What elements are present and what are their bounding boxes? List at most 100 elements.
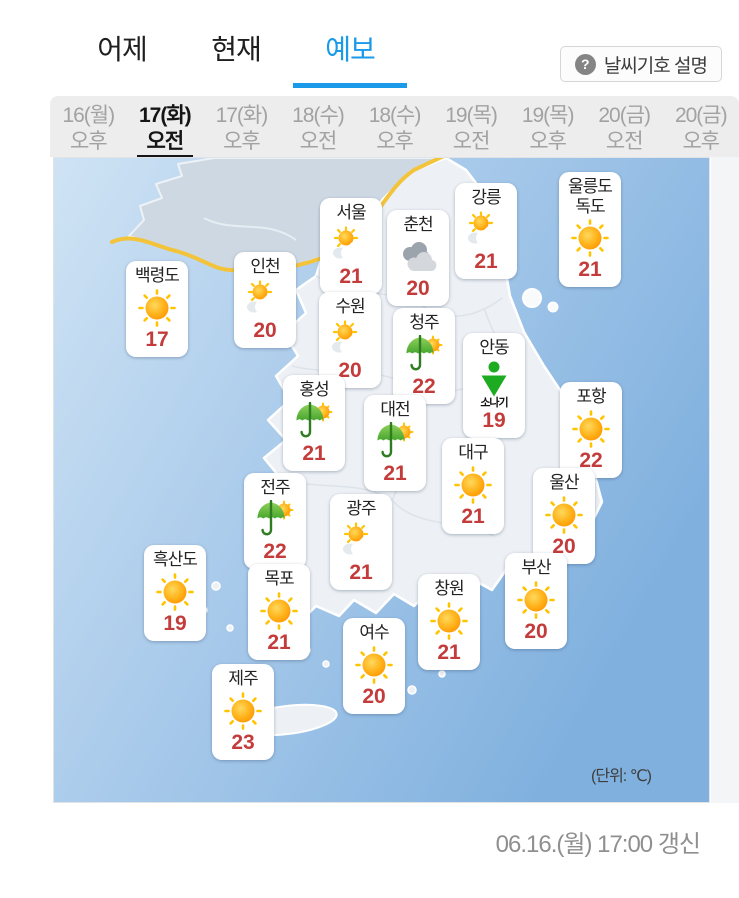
date-tab[interactable]: 18(수) 오전: [280, 96, 357, 157]
city-name: 울산: [549, 473, 579, 492]
sunny-icon: [138, 288, 176, 327]
date-tab[interactable]: 20(금) 오후: [663, 96, 739, 157]
city-name: 부산: [521, 558, 551, 577]
weather-symbol-legend-button[interactable]: ? 날씨기호 설명: [559, 46, 722, 82]
temperature: 21: [339, 264, 363, 288]
city-weather-card: 춘천: [387, 210, 449, 306]
date-tab-ampm: 오전: [452, 129, 491, 153]
date-tab-day: 18(수): [368, 104, 422, 127]
date-tab[interactable]: 19(목) 오후: [509, 96, 586, 157]
date-tab-strip: 16(월) 오후 17(화) 오전 17(화) 오후 18(수) 오전 18(수…: [50, 96, 739, 159]
city-name: 광주: [346, 499, 376, 518]
city-name: 울릉도 독도: [568, 177, 613, 216]
temperature: 20: [552, 534, 576, 558]
city-weather-card: 전주: [244, 473, 306, 569]
date-tab-day: 20(금): [598, 104, 651, 127]
city-name: 청주: [409, 313, 439, 332]
weather-icon-box: [354, 645, 394, 685]
city-weather-card: 대구: [442, 438, 504, 534]
umbrella-sun-icon: [257, 499, 294, 535]
city-weather-card: 인천: [234, 252, 296, 348]
temperature: 21: [267, 630, 291, 654]
city-weather-card: 흑산도: [144, 545, 206, 641]
city-name: 여수: [359, 623, 389, 642]
city-weather-card: 백령도: [126, 261, 188, 357]
weather-icon-box: [294, 401, 334, 442]
city-weather-card: 창원: [418, 574, 480, 670]
city-name: 백령도: [135, 266, 180, 285]
main-tab[interactable]: 어제: [65, 28, 179, 88]
weather-icon-box: [474, 360, 514, 400]
city-weather-card: 광주: [330, 494, 392, 590]
city-weather-card: 수원: [319, 292, 381, 388]
umbrella-sun-icon: [296, 401, 333, 437]
weather-icon-box: [429, 601, 469, 641]
city-weather-card: 목포: [248, 564, 310, 660]
city-weather-card: 홍성: [283, 375, 345, 471]
weather-icon-box: [223, 691, 263, 731]
weather-icon-box: [330, 319, 370, 359]
temperature: 22: [579, 448, 603, 472]
main-tab-bar: 어제 현재 예보: [65, 28, 407, 88]
date-tab[interactable]: 17(화) 오전: [127, 96, 204, 159]
weather-icon-box: [341, 521, 381, 561]
date-tab-day: 19(목): [521, 104, 575, 127]
city-name: 춘천: [403, 215, 433, 234]
sunny-icon: [571, 219, 609, 257]
temperature: 21: [578, 258, 602, 282]
date-tab-ampm: 오전: [136, 129, 194, 159]
date-tab-day: 17(화): [139, 104, 192, 127]
main-tab[interactable]: 예보: [293, 28, 407, 88]
date-tab[interactable]: 17(화) 오후: [203, 96, 280, 157]
date-tab[interactable]: 19(목) 오전: [433, 96, 510, 157]
city-weather-card: 포항: [560, 382, 622, 478]
weather-icon-box: [516, 580, 556, 620]
weather-icon-box: [453, 465, 493, 505]
partly-cloudy-icon: [247, 279, 284, 315]
sunny-icon: [156, 572, 194, 611]
date-tab[interactable]: 16(월) 오후: [50, 96, 127, 157]
main-tab-label: 현재: [211, 34, 262, 65]
date-tab-ampm: 오전: [299, 129, 338, 153]
partly-cloudy-icon: [333, 225, 370, 261]
date-tab[interactable]: 18(수) 오후: [356, 96, 433, 157]
city-name: 홍성: [299, 380, 329, 399]
city-weather-card: 강릉: [455, 183, 517, 279]
city-name: 대구: [458, 443, 488, 462]
sunny-icon: [260, 591, 298, 630]
date-tab-day: 18(수): [292, 104, 345, 127]
city-name: 안동: [479, 338, 509, 357]
city-weather-card: 제주: [212, 664, 274, 760]
weather-icon-box: [331, 225, 371, 265]
temperature: 21: [383, 461, 407, 485]
forecast-map: 울릉도 독도: [53, 157, 710, 803]
date-tab-day: 19(목): [445, 104, 498, 127]
sunny-icon: [545, 495, 583, 534]
right-gutter: [711, 157, 739, 803]
shower-icon: [481, 361, 507, 397]
sunny-icon: [224, 691, 262, 730]
weather-icon-box: [571, 409, 611, 449]
weather-icon-box: [259, 591, 299, 631]
date-tab-day: 16(월): [62, 104, 115, 127]
date-tab-ampm: 오후: [69, 129, 108, 153]
weather-icon-box: [466, 210, 506, 250]
temperature: 20: [253, 318, 277, 342]
main-tab[interactable]: 현재: [179, 28, 293, 88]
legend-button-label: 날씨기호 설명: [603, 55, 708, 77]
sunny-icon: [430, 601, 468, 640]
temperature: 20: [338, 358, 362, 382]
weather-icon-box: [404, 334, 444, 375]
weather-icon-box: [398, 237, 438, 277]
date-tab[interactable]: 20(금) 오전: [586, 96, 663, 157]
main-tab-label: 어제: [97, 34, 148, 65]
city-name: 서울: [336, 203, 366, 222]
city-weather-card: 대전: [364, 395, 426, 491]
weather-icon-box: [255, 499, 295, 540]
temperature: 23: [231, 730, 255, 754]
temperature: 19: [482, 408, 506, 432]
temperature: 21: [461, 504, 485, 528]
partly-cloudy-icon: [343, 521, 380, 557]
cloudy-icon: [403, 241, 437, 271]
